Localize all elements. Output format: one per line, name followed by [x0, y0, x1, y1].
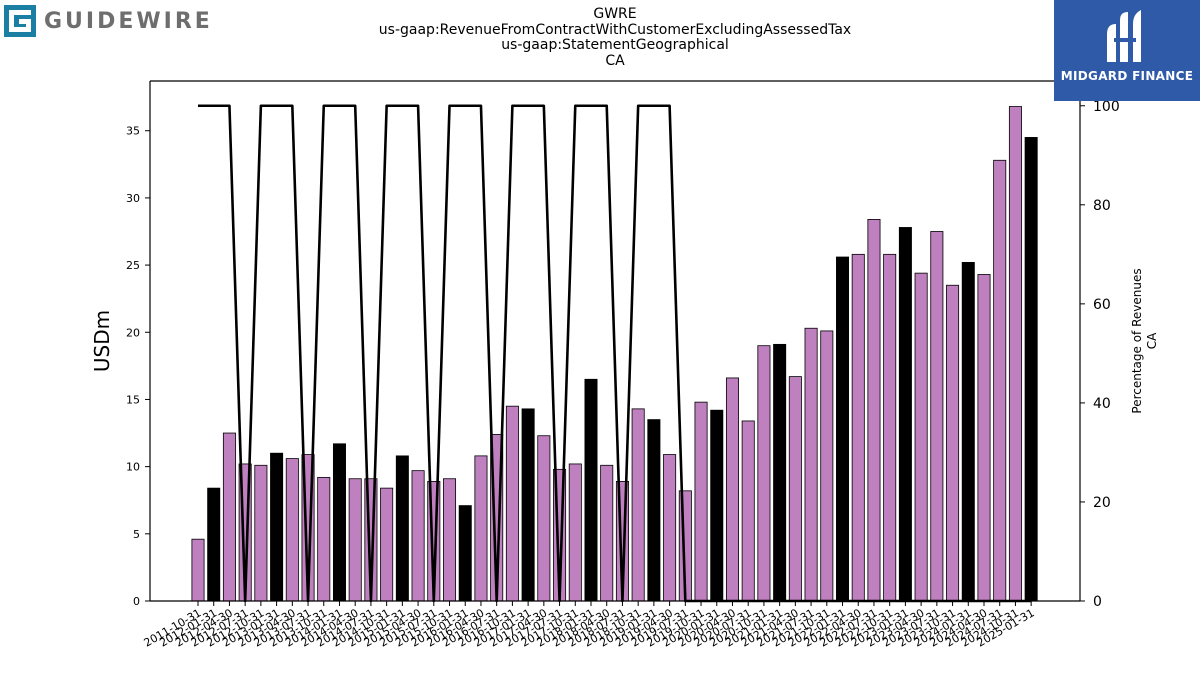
bar-2019-10-31 [694, 401, 708, 602]
bar-2020-04-30 [725, 377, 739, 602]
midgard-finance-logo: MIDGARD FINANCE [1054, 0, 1200, 101]
axes-layer [149, 80, 1081, 602]
bar-2014-01-31 [332, 443, 346, 602]
bar-2017-04-30 [537, 435, 551, 602]
bar-2022-07-31 [867, 218, 881, 602]
y-axis-right-label-line-1: Percentage of Revenues [1130, 268, 1144, 413]
bar-2025-01-31 [1024, 137, 1038, 602]
bar-2021-04-30 [788, 376, 802, 602]
y-left-tick-label: 20 [126, 326, 140, 339]
bar-2017-10-31 [568, 463, 582, 602]
bar-2023-01-31 [898, 227, 912, 602]
guidewire-logo-mark-icon [4, 5, 36, 37]
y-axis-left-label: USDm [90, 310, 114, 372]
y-axis-left-ticks: 0 5 10 15 20 25 30 35 [126, 125, 150, 608]
bar-2021-10-31 [820, 330, 834, 602]
bar-2020-10-31 [757, 345, 771, 602]
bar-2013-04-30 [285, 458, 299, 602]
midgard-finance-logo-text: MIDGARD FINANCE [1060, 69, 1194, 83]
bar-2021-01-31 [773, 343, 787, 602]
bar-2017-01-31 [521, 408, 535, 602]
bar-2020-07-31 [741, 420, 755, 602]
bar-2023-07-31 [930, 231, 944, 602]
bar-2018-01-31 [584, 378, 598, 602]
bar-2013-10-31 [317, 476, 331, 602]
bar-2011-10-31 [191, 538, 205, 602]
bar-2024-01-31 [961, 261, 975, 602]
bar-2012-01-31 [207, 487, 221, 602]
bar-2023-04-30 [914, 272, 928, 602]
y-axis-right-ticks: 0 20 40 60 80 100 [1080, 99, 1120, 610]
midgard-finance-mark-icon [1107, 10, 1141, 62]
y-right-tick-label: 60 [1093, 297, 1111, 313]
y-left-tick-label: 15 [126, 393, 140, 406]
y-right-tick-label: 40 [1093, 396, 1111, 412]
bar-2012-10-31 [254, 464, 268, 602]
chart-title-line-2: us-gaap:RevenueFromContractWithCustomerE… [378, 21, 852, 38]
y-axis-right-label: Percentage of Revenues CA [1130, 268, 1159, 413]
bar-2024-07-31 [993, 159, 1007, 602]
bar-2021-07-31 [804, 327, 818, 602]
y-right-tick-label: 20 [1093, 495, 1111, 511]
y-right-tick-label: 80 [1093, 198, 1111, 214]
y-left-tick-label: 30 [126, 192, 140, 205]
bar-2022-04-30 [851, 253, 865, 602]
y-left-tick-label: 35 [126, 125, 140, 138]
bar-2015-04-30 [411, 470, 425, 602]
chart-title-line-4: CA [605, 52, 625, 69]
y-left-tick-label: 25 [126, 259, 140, 272]
y-left-tick-label: 10 [126, 461, 140, 474]
guidewire-logo-text: GUIDEWIRE [44, 8, 213, 34]
bar-2014-10-31 [380, 487, 394, 602]
bar-2012-04-30 [222, 432, 236, 602]
bar-2015-01-31 [395, 455, 409, 602]
guidewire-logo: GUIDEWIRE [4, 4, 213, 38]
bar-2018-04-30 [600, 464, 614, 602]
x-axis-ticks: 2011-10-312012-01-312012-04-302012-07-31… [142, 601, 1037, 650]
bar-2016-10-31 [505, 405, 519, 602]
bar-2024-04-30 [977, 274, 991, 602]
bar-2022-01-31 [836, 256, 850, 602]
chart-title: GWRE us-gaap:RevenueFromContractWithCust… [300, 6, 930, 69]
y-axis-right-label-line-2: CA [1145, 332, 1159, 349]
bar-2015-10-31 [443, 478, 457, 602]
bar-2019-04-30 [663, 454, 677, 602]
y-right-tick-label: 0 [1093, 594, 1102, 610]
bar-2014-04-30 [348, 478, 362, 602]
bar-2023-10-31 [946, 284, 960, 602]
bar-2013-01-31 [270, 452, 284, 602]
y-right-tick-label: 100 [1093, 99, 1120, 115]
y-left-tick-label: 5 [133, 528, 140, 541]
bar-2024-10-31 [1008, 106, 1022, 602]
bar-2018-10-31 [631, 408, 645, 602]
chart-title-line-1: GWRE [593, 6, 637, 22]
bar-2016-04-30 [474, 455, 488, 602]
bar-2016-01-31 [458, 505, 472, 602]
chart-title-line-3: us-gaap:StatementGeographical [501, 37, 729, 53]
y-left-tick-label: 0 [133, 595, 140, 608]
bar-2020-01-31 [710, 409, 724, 602]
bar-2022-10-31 [883, 253, 897, 602]
bar-2019-01-31 [647, 419, 661, 602]
